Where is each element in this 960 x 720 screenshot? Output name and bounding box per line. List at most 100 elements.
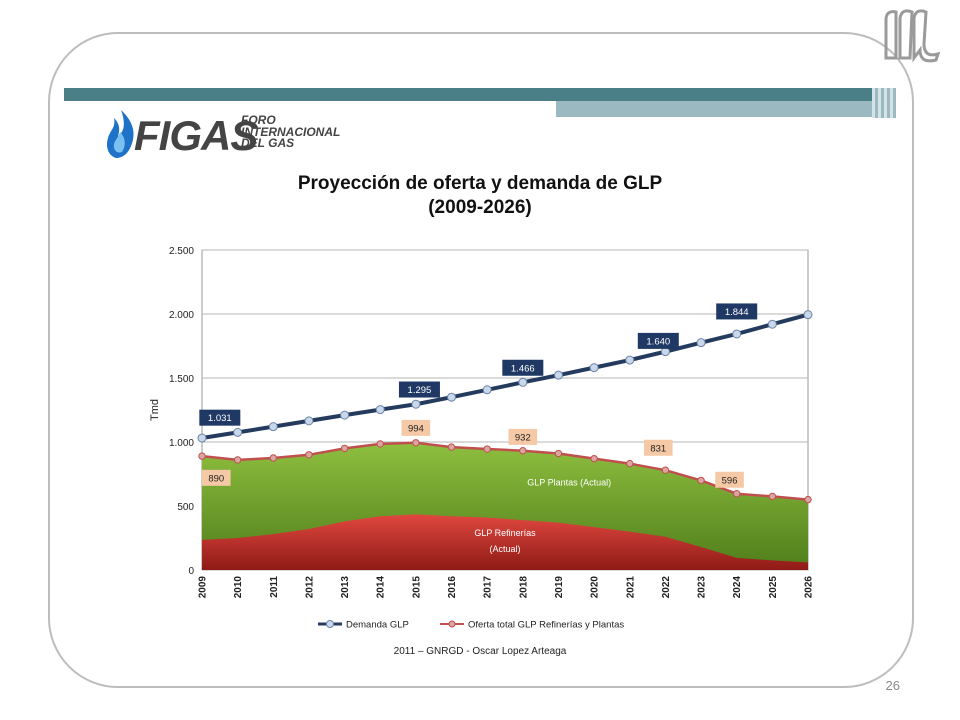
supply-point	[198, 452, 206, 460]
legend-supply-label: Oferta total GLP Refinerías y Plantas	[468, 620, 624, 631]
x-tick-label: 2017	[483, 576, 494, 599]
x-tick-label: 2024	[732, 576, 743, 599]
supply-point	[697, 476, 705, 485]
y-tick-label: 1.000	[169, 438, 194, 449]
page-number: 26	[885, 678, 900, 693]
x-tick-label: 2021	[625, 576, 636, 599]
demand-point	[518, 377, 528, 387]
supply-data-label: 994	[408, 423, 424, 434]
chart-subtitle-line: (2009-2026)	[428, 197, 532, 218]
x-tick-label: 2025	[768, 576, 779, 599]
demand-line	[201, 312, 809, 441]
area-label: GLP Plantas (Actual)	[527, 478, 611, 488]
y-axis-label: Tmd	[149, 399, 161, 421]
chart-title: Proyección de oferta y demanda de GLP (2…	[260, 172, 700, 220]
area-label: (Actual)	[489, 544, 520, 554]
x-tick-label: 2015	[411, 576, 422, 599]
demand-point	[233, 427, 243, 437]
demand-data-label-box	[502, 359, 544, 376]
figas-logo: FIGAS FORO INTERNACIONAL DEL GAS	[104, 106, 354, 162]
logo-wordmark: FIGAS	[134, 112, 258, 159]
y-tick-label: 2.500	[169, 246, 194, 257]
y-tick-label: 1.500	[169, 374, 194, 385]
header-accent-bar-light	[556, 101, 872, 117]
supply-point	[233, 456, 242, 464]
supply-data-label: 831	[650, 443, 666, 454]
supply-point	[305, 451, 313, 459]
demand-point	[696, 338, 706, 348]
supply-demand-chart: 0 500 1.000 1.500 2.000 2.500 Tmd GLP Plantas (…	[149, 246, 815, 631]
x-tick-label: 2026	[804, 576, 815, 599]
supply-point	[768, 492, 777, 501]
supply-point	[554, 449, 563, 458]
demand-point	[767, 319, 777, 329]
logo-tagline: FORO INTERNACIONAL DEL GAS	[241, 113, 341, 150]
x-tick-label: 2016	[447, 576, 458, 599]
x-tick-label: 2014	[376, 576, 387, 599]
y-tick-label: 0	[188, 566, 194, 577]
demand-point	[340, 410, 350, 420]
x-tick-label: 2022	[661, 576, 672, 599]
x-tick-label: 2012	[304, 576, 315, 599]
blue-flame-icon	[106, 110, 134, 158]
supply-point	[376, 440, 384, 448]
supply-data-label: 596	[722, 475, 738, 486]
logo-tagline-line: DEL GAS	[241, 136, 295, 150]
x-tick-label: 2009	[198, 576, 209, 599]
demand-point	[625, 355, 635, 365]
x-tick-label: 2010	[233, 576, 244, 599]
demand-data-label: 1.295	[408, 385, 432, 396]
x-tick-label: 2011	[269, 576, 280, 598]
demand-point	[553, 370, 563, 380]
header-accent-bar	[64, 88, 872, 101]
demand-point	[197, 433, 207, 443]
supply-point	[340, 444, 349, 453]
supply-point	[269, 454, 277, 462]
x-tick-label: 2019	[554, 576, 565, 599]
demand-point	[375, 405, 385, 415]
x-tick-label: 2018	[518, 576, 529, 599]
supply-point	[519, 447, 527, 455]
gothic-m-monogram-icon	[884, 9, 941, 63]
supply-point	[804, 495, 812, 504]
demand-data-label-box	[199, 409, 241, 426]
supply-point	[412, 439, 420, 447]
demand-point	[304, 416, 314, 426]
demand-data-label: 1.031	[208, 413, 232, 424]
supply-line	[201, 441, 809, 501]
demand-data-label: 1.640	[646, 336, 670, 347]
supply-data-label-box	[201, 469, 231, 486]
demand-data-label: 1.844	[725, 307, 749, 318]
y-tick-label: 2.000	[169, 310, 194, 321]
supply-point	[733, 490, 741, 498]
demand-point	[803, 310, 813, 320]
demand-point	[447, 392, 457, 402]
legend-demand-marker	[326, 620, 334, 628]
x-tick-label: 2013	[340, 576, 351, 599]
supply-data-label: 932	[515, 432, 531, 443]
legend-supply-marker	[448, 620, 456, 628]
header-accent-stripes	[872, 88, 896, 118]
demand-data-label-box	[716, 303, 758, 320]
supply-data-label-box	[401, 419, 431, 436]
supply-data-label-box	[643, 439, 673, 456]
logo-tagline-line: INTERNACIONAL	[241, 124, 341, 139]
demand-point	[482, 385, 492, 395]
demand-data-label: 1.466	[511, 363, 535, 374]
supply-point	[626, 459, 634, 468]
x-tick-label: 2023	[697, 576, 708, 599]
supply-point	[483, 445, 491, 453]
y-tick-label: 500	[177, 502, 194, 513]
logo-tagline-line: FORO	[241, 113, 276, 127]
supply-point	[590, 454, 598, 463]
demand-data-label-box	[398, 381, 440, 398]
supply-data-label-box	[508, 428, 538, 445]
demand-point	[589, 363, 599, 373]
demand-data-label-box	[637, 332, 679, 349]
demand-point	[732, 329, 742, 339]
supply-point	[447, 443, 456, 451]
legend-demand-label: Demanda GLP	[346, 620, 409, 631]
x-tick-label: 2020	[590, 576, 601, 599]
slide-footer: 2011 – GNRGD - Oscar Lopez Arteaga	[393, 646, 567, 657]
supply-data-label-box	[715, 471, 744, 488]
